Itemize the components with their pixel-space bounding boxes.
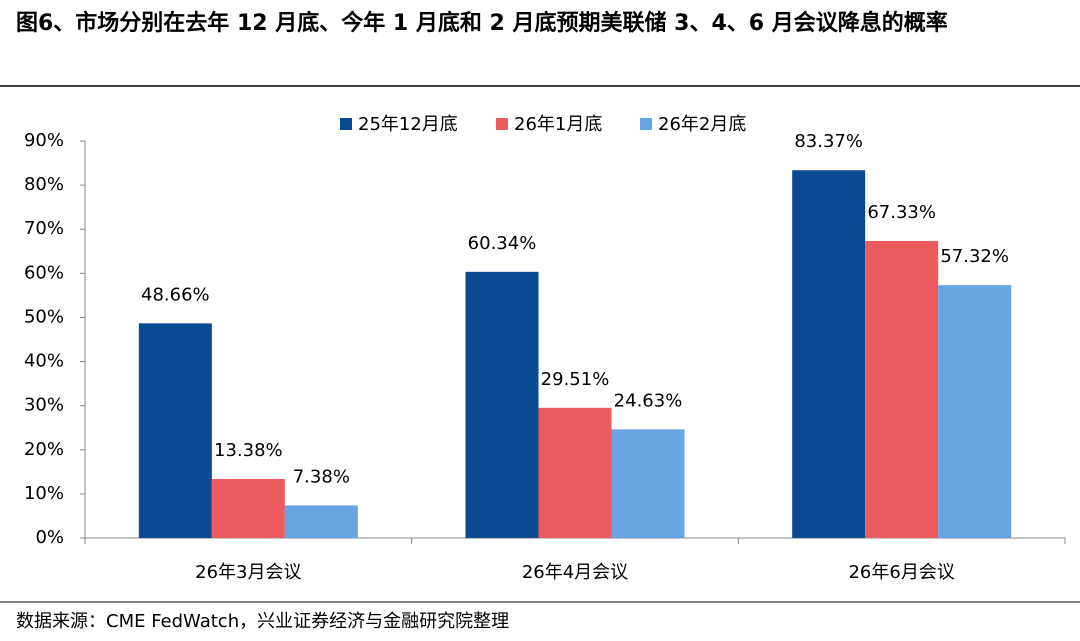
bar	[138, 323, 212, 538]
value-label: 29.51%	[541, 369, 610, 390]
y-tick-label: 90%	[24, 130, 64, 151]
value-label: 48.66%	[141, 284, 210, 305]
value-label: 13.38%	[214, 440, 283, 461]
y-tick-label: 20%	[24, 439, 64, 460]
legend-label: 25年12月底	[358, 114, 458, 135]
value-label: 60.34%	[468, 233, 537, 254]
bar	[611, 429, 685, 538]
y-tick-label: 30%	[24, 395, 64, 416]
bar	[938, 285, 1012, 538]
y-tick-label: 0%	[35, 527, 64, 548]
bar	[792, 170, 866, 538]
bar	[538, 407, 612, 538]
value-label: 24.63%	[614, 390, 683, 411]
legend-swatch	[640, 118, 652, 130]
y-tick-label: 50%	[24, 306, 64, 327]
bar	[865, 240, 939, 539]
y-tick-label: 60%	[24, 262, 64, 283]
bar	[465, 271, 539, 538]
y-tick-label: 10%	[24, 483, 64, 504]
value-label: 83.37%	[794, 131, 863, 152]
legend-swatch	[340, 118, 352, 130]
legend-swatch	[496, 118, 508, 130]
value-label: 67.33%	[867, 202, 936, 223]
chart-title: 图6、市场分别在去年 12 月底、今年 1 月底和 2 月底预期美联储 3、4、…	[16, 11, 948, 36]
y-tick-label: 70%	[24, 218, 64, 239]
x-tick-label: 26年4月会议	[522, 562, 628, 583]
source-note: 数据来源：CME FedWatch，兴业证券经济与金融研究院整理	[16, 611, 509, 632]
x-tick-label: 26年6月会议	[848, 562, 954, 583]
value-label: 57.32%	[940, 246, 1009, 267]
legend-label: 26年2月底	[658, 114, 746, 135]
legend-label: 26年1月底	[514, 114, 602, 135]
x-tick-label: 26年3月会议	[195, 562, 301, 583]
bar	[211, 478, 285, 538]
bar	[284, 505, 358, 538]
y-tick-label: 40%	[24, 351, 64, 372]
y-tick-label: 80%	[24, 174, 64, 195]
value-label: 7.38%	[293, 466, 350, 487]
